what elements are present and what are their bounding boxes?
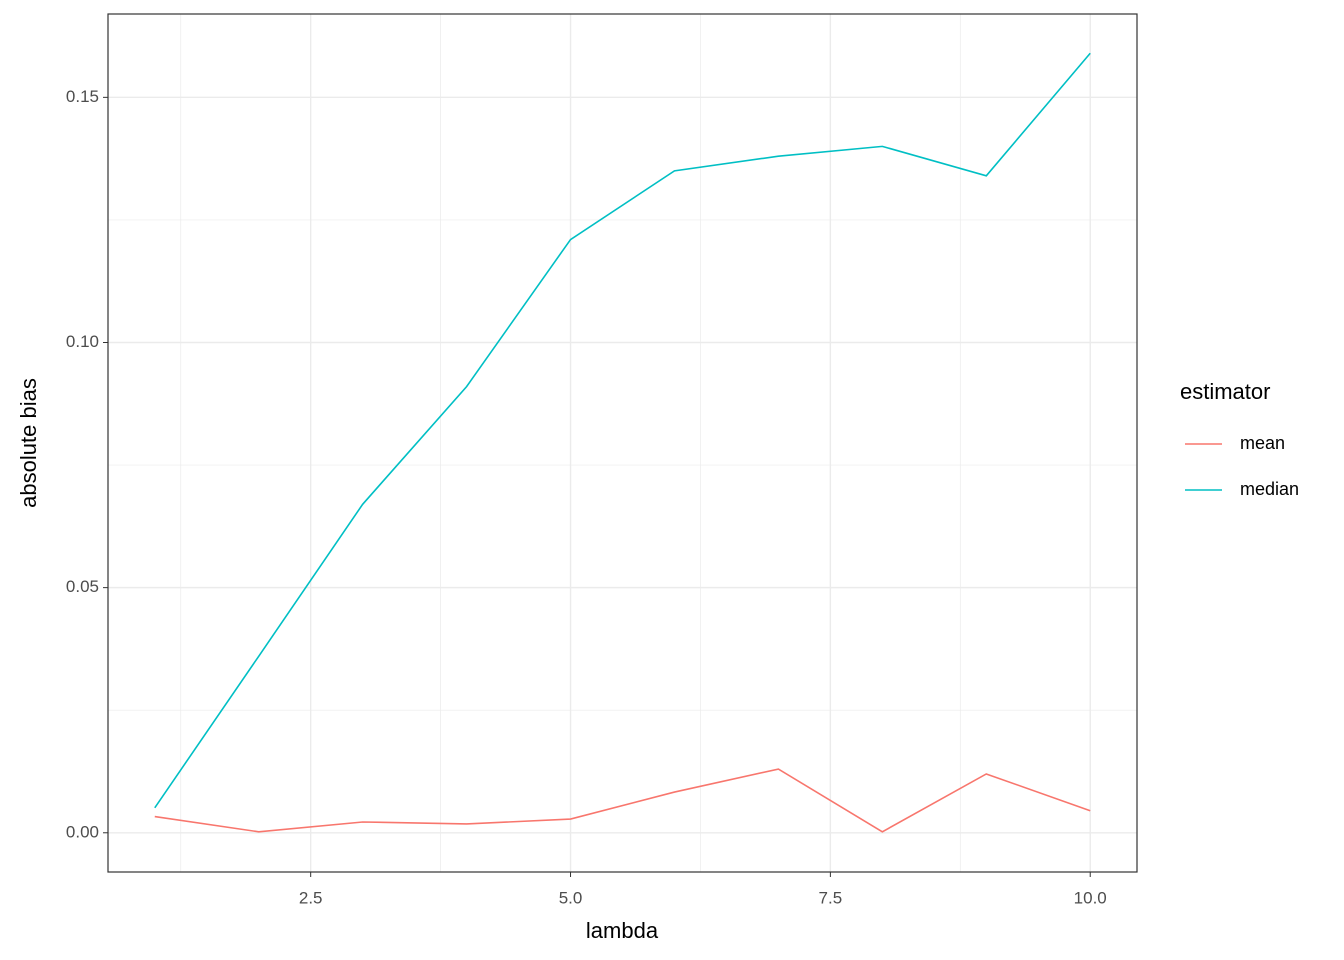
x-tick-label: 10.0 (1074, 888, 1107, 907)
x-axis-title: lambda (586, 918, 659, 943)
y-tick-label: 0.05 (66, 577, 99, 596)
y-tick-label: 0.15 (66, 87, 99, 106)
legend-title: estimator (1180, 379, 1270, 404)
y-tick-label: 0.00 (66, 822, 99, 841)
panel-border (107, 13, 1138, 873)
y-axis-title: absolute bias (16, 378, 41, 508)
legend-label: median (1240, 479, 1299, 499)
x-tick-label: 2.5 (299, 888, 323, 907)
legend-label: mean (1240, 433, 1285, 453)
line (154, 768, 1091, 833)
x-tick-label: 5.0 (559, 888, 583, 907)
x-tick-label: 7.5 (819, 888, 843, 907)
line (154, 52, 1091, 809)
y-tick-label: 0.10 (66, 332, 99, 351)
